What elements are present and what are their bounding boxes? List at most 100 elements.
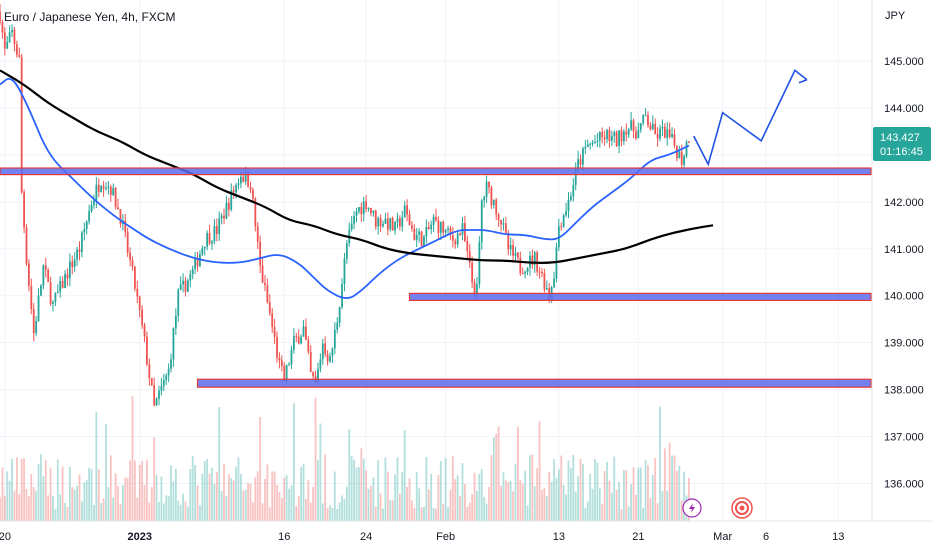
volume-bar	[569, 468, 572, 521]
volume-bar	[312, 486, 315, 521]
candle-body	[683, 156, 686, 165]
volume-bar	[613, 456, 616, 521]
volume-bar	[478, 473, 481, 521]
volume-bar	[500, 485, 502, 521]
candle-body	[630, 120, 633, 130]
candle-body	[656, 133, 659, 139]
volume-bar	[377, 460, 380, 521]
volume-bar	[678, 465, 681, 521]
candle-body	[610, 136, 613, 141]
volume-bar	[307, 480, 310, 521]
candle-body	[606, 129, 608, 140]
time-axis[interactable]: 20 2023 16 24 Feb 13 21 Mar 6 13	[0, 531, 844, 543]
candle-body	[437, 220, 440, 233]
volume-bar	[427, 489, 430, 521]
candle-body	[524, 271, 527, 274]
candle-body	[358, 207, 360, 212]
candle-body	[504, 223, 507, 233]
volume-bar	[365, 470, 368, 521]
candle-body	[485, 181, 488, 197]
candle-body	[468, 251, 471, 263]
candle-body	[456, 233, 459, 245]
candle-body	[283, 365, 286, 382]
candle-body	[466, 241, 469, 252]
volume-bar	[300, 467, 303, 521]
candle-body	[644, 115, 647, 117]
candle-body	[598, 132, 601, 141]
volume-bar	[403, 430, 406, 521]
lightning-icon[interactable]	[682, 498, 702, 518]
candle-body	[297, 336, 300, 344]
volume-bar	[237, 457, 240, 521]
candle-body	[574, 168, 577, 185]
candle-body	[285, 365, 288, 382]
candle-body	[586, 144, 589, 147]
volume-bar	[285, 475, 288, 521]
volume-bar	[305, 499, 307, 521]
volume-bar	[317, 460, 319, 521]
volume-bar	[610, 492, 613, 521]
volume-bar	[30, 474, 33, 521]
candle-body	[635, 131, 637, 139]
candle-body	[413, 228, 416, 240]
candle-body	[170, 359, 172, 369]
volume-bar	[93, 504, 95, 521]
zone-rectangle[interactable]	[196, 378, 872, 388]
candle-body	[249, 186, 252, 190]
volume-bar	[630, 484, 633, 521]
volume-bar	[314, 397, 317, 521]
volume-bar	[177, 500, 180, 521]
volume-bar	[83, 482, 86, 521]
candle-body	[353, 215, 356, 224]
economic-event-icon[interactable]	[731, 497, 753, 519]
candle-body	[341, 283, 343, 308]
volume-bar	[261, 503, 264, 521]
volume-bar	[461, 463, 464, 521]
volume-bar	[321, 503, 324, 521]
volume-bar	[162, 503, 165, 521]
candle-body	[143, 325, 146, 337]
candle-body	[632, 120, 635, 132]
candle-body	[117, 207, 119, 210]
candle-body	[237, 183, 240, 185]
time-tick-label: Feb	[436, 531, 455, 543]
volume-bar	[372, 477, 375, 521]
candle-body	[0, 11, 1, 23]
volume-bar	[278, 492, 281, 521]
volume-bar	[625, 470, 628, 521]
volume-bar	[290, 485, 293, 521]
volume-bar	[167, 495, 170, 521]
volume-bar	[95, 411, 98, 521]
candle-body	[203, 246, 206, 249]
volume-bar	[608, 480, 611, 521]
zone-rectangle[interactable]	[408, 292, 872, 301]
price-tag-background	[873, 127, 931, 161]
candle-body	[1, 22, 4, 33]
candle-body	[415, 234, 418, 240]
candle-body	[44, 265, 47, 270]
volume-bar	[6, 471, 9, 521]
volume-bar	[326, 508, 329, 521]
candle-body	[553, 278, 555, 287]
candle-body	[668, 129, 671, 137]
price-axis[interactable]: 136.000 137.000 138.000 139.000 140.000 141.0…	[884, 56, 924, 490]
volume-bar	[215, 471, 218, 521]
candle-body	[519, 257, 522, 274]
time-tick-label: 6	[763, 531, 769, 543]
volume-bar	[203, 461, 206, 521]
candle-body	[567, 199, 570, 212]
volume-bar	[584, 507, 587, 521]
zone-rectangle[interactable]	[0, 167, 872, 176]
volume-bar	[574, 491, 577, 521]
candle-body	[129, 252, 131, 261]
candle-body	[191, 268, 194, 275]
volume-bar	[524, 470, 527, 521]
volume-bar	[59, 494, 62, 521]
candle-body	[324, 343, 327, 355]
candle-body	[490, 187, 493, 206]
candle-body	[329, 356, 331, 362]
volume-bar	[114, 473, 117, 521]
projection-line[interactable]	[693, 69, 808, 167]
volume-bar	[413, 507, 416, 521]
